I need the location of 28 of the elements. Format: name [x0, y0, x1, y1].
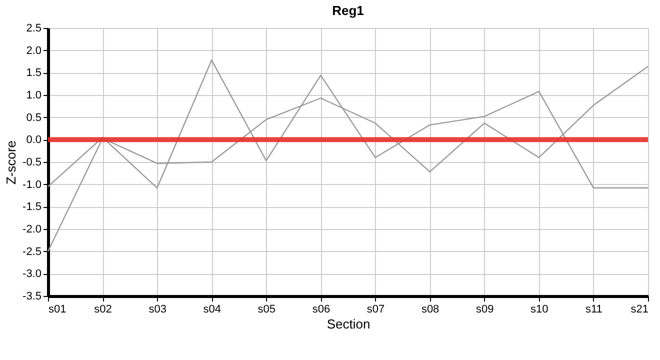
y-tick-label: -3.5: [22, 290, 42, 302]
x-tick-label: s04: [203, 304, 222, 316]
y-tick-label: -1.0: [22, 178, 42, 191]
y-tick-label: 0.0: [26, 134, 42, 146]
x-tick-label: s08: [421, 304, 440, 316]
x-axis-title: Section: [326, 316, 370, 332]
y-tick-label: -3.0: [22, 268, 42, 280]
x-tick-label: s03: [148, 304, 166, 316]
x-tick-label: s21: [630, 304, 648, 316]
y-tick-label: 1.0: [26, 90, 42, 102]
chart-title: Reg1: [332, 3, 364, 18]
y-axis-title: Z-score: [4, 140, 19, 185]
y-tick-label: 2.0: [26, 44, 42, 57]
y-tick-label: -0.5: [22, 156, 42, 168]
y-tick-label: -2.5: [22, 246, 42, 258]
y-tick-label: 0.5: [26, 112, 42, 124]
y-tick-label: 2.5: [26, 22, 42, 34]
x-tick-label: s10: [530, 304, 548, 316]
x-tick-label: s06: [312, 304, 330, 316]
x-tick-label: s01: [48, 304, 66, 316]
x-tick-label: s09: [476, 304, 494, 316]
x-tick-label: s11: [585, 304, 602, 316]
x-tick-label: s07: [366, 304, 385, 316]
y-tick-label: -2.0: [22, 224, 42, 236]
y-tick-label: -1.5: [22, 201, 42, 214]
x-tick-label: s05: [258, 304, 276, 316]
x-tick-label: s02: [94, 304, 112, 316]
y-tick-label: 1.5: [26, 67, 42, 80]
